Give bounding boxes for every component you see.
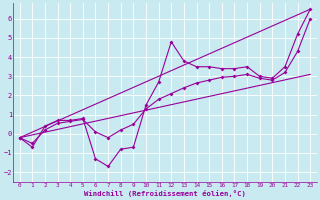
X-axis label: Windchill (Refroidissement éolien,°C): Windchill (Refroidissement éolien,°C) [84, 190, 246, 197]
